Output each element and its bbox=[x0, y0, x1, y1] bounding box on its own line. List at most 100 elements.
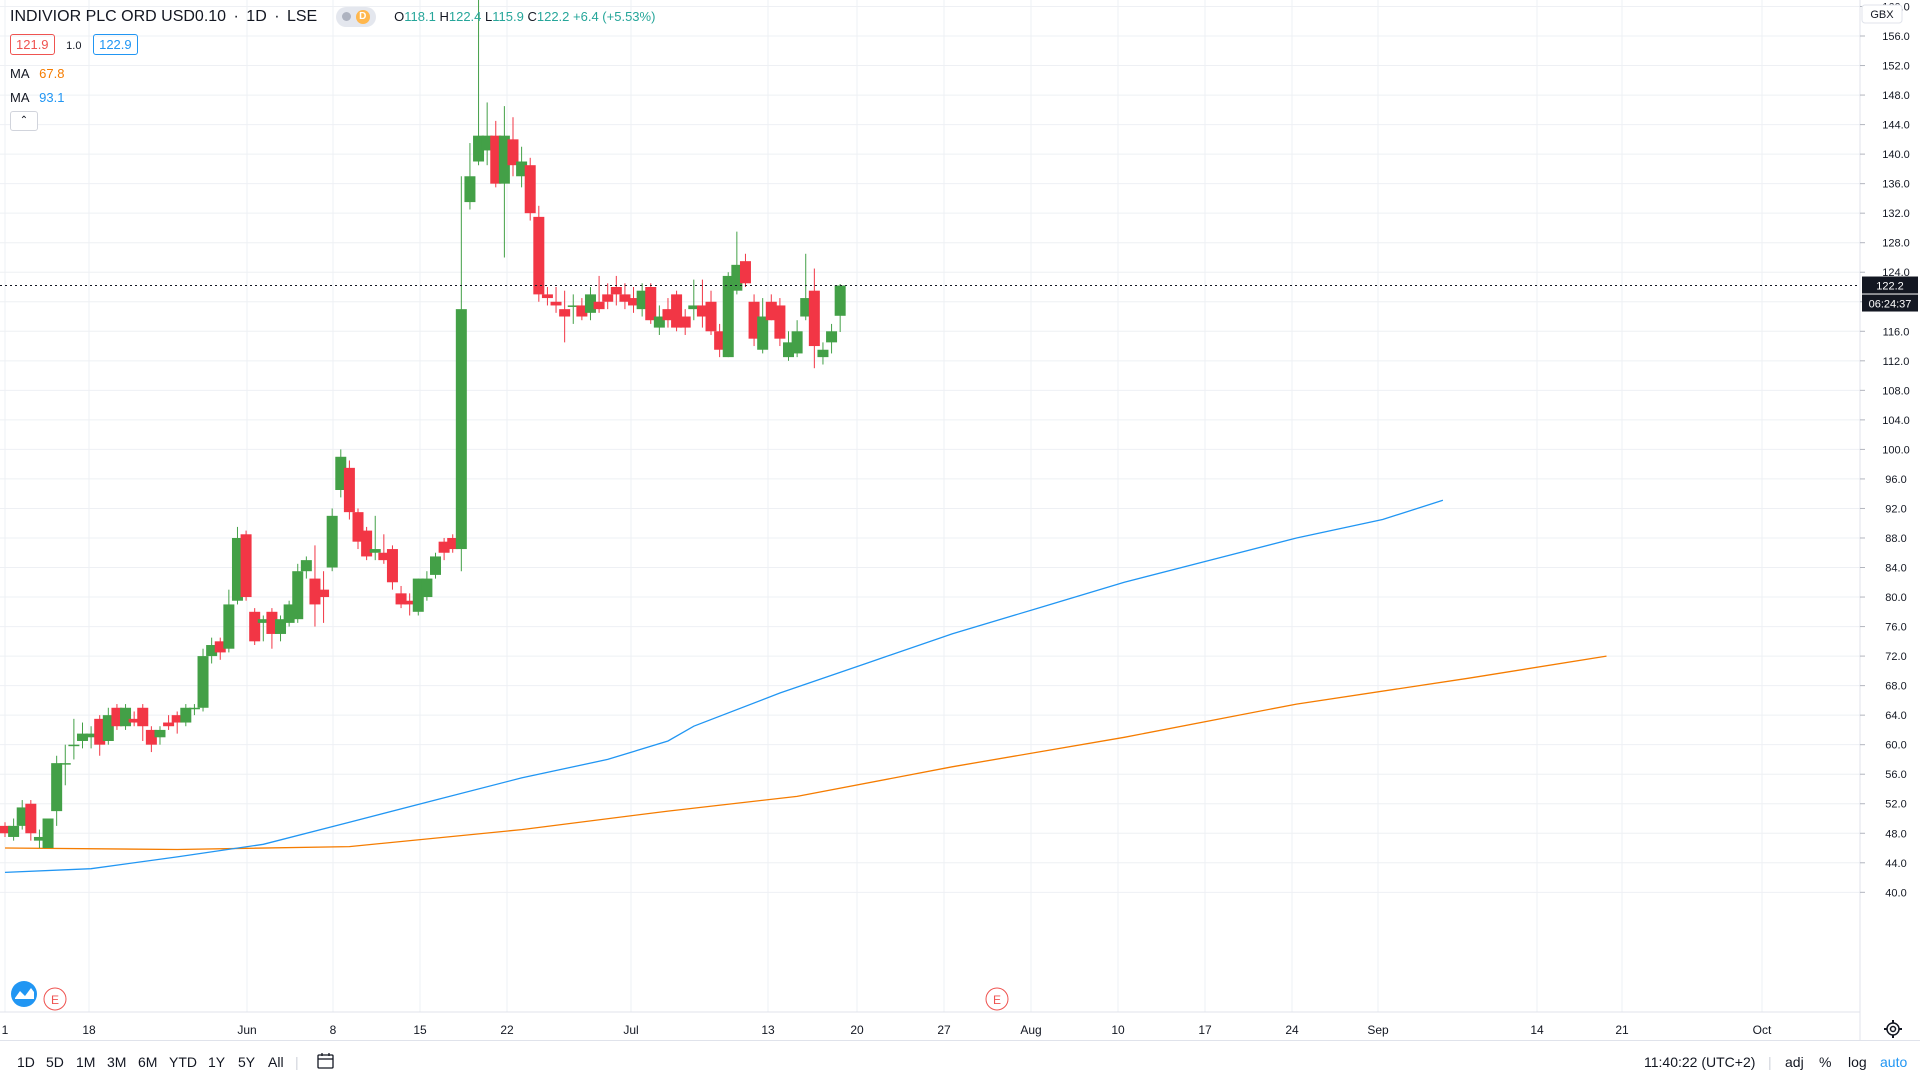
symbol-title[interactable]: INDIVIOR PLC ORD USD0.10 bbox=[10, 8, 227, 26]
auto-scale-toggle[interactable]: auto bbox=[1880, 1054, 1908, 1070]
ma-label: MA bbox=[10, 66, 30, 81]
candle bbox=[94, 715, 106, 756]
price-tick-label: 124.0 bbox=[1882, 267, 1910, 279]
candle-body bbox=[834, 285, 846, 316]
candle bbox=[567, 294, 579, 324]
candle bbox=[300, 556, 312, 579]
range-ytd-button[interactable]: YTD bbox=[169, 1054, 197, 1070]
price-tick-label: 48.0 bbox=[1885, 828, 1906, 840]
candle-body bbox=[748, 301, 760, 339]
candle bbox=[696, 279, 708, 328]
time-tick-label: 18 bbox=[82, 1023, 96, 1037]
candle bbox=[111, 704, 123, 730]
low-label: L bbox=[485, 9, 493, 25]
chart-settings-gear-icon[interactable] bbox=[1884, 1020, 1902, 1038]
range-1y-button[interactable]: 1Y bbox=[208, 1054, 226, 1070]
range-5y-button[interactable]: 5Y bbox=[238, 1054, 256, 1070]
candle-body bbox=[94, 718, 106, 745]
market-status-pill[interactable]: D bbox=[335, 7, 376, 27]
time-tick-label: 13 bbox=[761, 1023, 775, 1037]
collapse-legend-button[interactable]: ⌃ bbox=[10, 111, 38, 131]
price-tick-label: 128.0 bbox=[1882, 238, 1910, 250]
candle bbox=[240, 530, 252, 601]
candle bbox=[447, 534, 459, 553]
candle bbox=[628, 286, 640, 313]
candle-body bbox=[783, 342, 795, 358]
candle bbox=[490, 120, 502, 188]
candle-body bbox=[507, 139, 519, 166]
goto-date-calendar-icon[interactable] bbox=[316, 1052, 336, 1070]
candle-body bbox=[679, 316, 691, 328]
price-tick-label: 100.0 bbox=[1882, 444, 1910, 456]
interval-label[interactable]: 1D bbox=[246, 8, 267, 26]
candle bbox=[120, 704, 132, 730]
candle-body bbox=[326, 515, 338, 568]
price-tick-label: 156.0 bbox=[1882, 31, 1910, 43]
bar-countdown: 06:24:37 bbox=[1869, 299, 1912, 311]
price-tick-label: 76.0 bbox=[1885, 622, 1906, 634]
time-tick-label: 22 bbox=[500, 1023, 514, 1037]
log-scale-toggle[interactable]: log bbox=[1848, 1054, 1867, 1070]
percent-scale-toggle[interactable]: % bbox=[1819, 1054, 1832, 1070]
time-tick-label: 14 bbox=[1530, 1023, 1544, 1037]
candle-body bbox=[240, 534, 252, 598]
candle-body bbox=[318, 589, 330, 598]
price-tick-label: 136.0 bbox=[1882, 179, 1910, 191]
candle bbox=[369, 515, 381, 561]
candle bbox=[154, 726, 166, 745]
sell-price-button[interactable]: 121.9 bbox=[10, 34, 55, 55]
candle bbox=[275, 615, 287, 642]
candle-body bbox=[343, 467, 355, 513]
candle-body bbox=[662, 309, 674, 321]
candle bbox=[679, 309, 691, 335]
ma-fast-legend[interactable]: MA 93.1 bbox=[10, 90, 64, 105]
candle bbox=[361, 526, 373, 561]
range-6m-button[interactable]: 6M bbox=[138, 1054, 158, 1070]
candle bbox=[76, 722, 88, 749]
time-tick-label: 8 bbox=[330, 1023, 337, 1037]
price-tick-label: 40.0 bbox=[1885, 887, 1906, 899]
price-tick-label: 84.0 bbox=[1885, 563, 1906, 575]
range-all-button[interactable]: All bbox=[268, 1054, 284, 1070]
chevron-up-icon: ⌃ bbox=[19, 115, 29, 126]
ma-slow-legend[interactable]: MA 67.8 bbox=[10, 66, 64, 81]
earnings-marker-2[interactable]: E bbox=[985, 987, 1009, 1011]
earnings-marker-1[interactable]: E bbox=[43, 987, 67, 1011]
range-3m-button[interactable]: 3M bbox=[107, 1054, 127, 1070]
candle-body bbox=[0, 825, 11, 834]
candle-body bbox=[808, 290, 820, 347]
time-tick-label: 15 bbox=[413, 1023, 427, 1037]
price-chart[interactable]: 40.0 44.0 48.0 52.0 56.0 60.0 64.0 68.0 72.0 76.0… bbox=[0, 0, 1920, 1040]
tradingview-logo-icon[interactable] bbox=[11, 981, 37, 1007]
chart-grid bbox=[0, 0, 1860, 1012]
timezone-clock[interactable]: 11:40:22 (UTC+2) bbox=[1644, 1054, 1756, 1070]
range-1m-button[interactable]: 1M bbox=[76, 1054, 96, 1070]
candle bbox=[576, 298, 588, 321]
candle-body bbox=[696, 305, 708, 317]
buy-price-button[interactable]: 122.9 bbox=[93, 34, 138, 55]
price-axis-bg bbox=[1860, 0, 1920, 1040]
candle bbox=[42, 818, 54, 849]
candle bbox=[8, 818, 20, 841]
toolbar-divider: | bbox=[295, 1054, 299, 1070]
adjust-dividends-toggle[interactable]: adj bbox=[1785, 1054, 1804, 1070]
candle-body bbox=[223, 604, 235, 649]
candle bbox=[231, 526, 243, 605]
candle bbox=[102, 707, 114, 745]
candle-body bbox=[817, 349, 829, 358]
price-tick-label: 80.0 bbox=[1885, 592, 1906, 604]
legend-separator: · bbox=[233, 8, 239, 26]
candle-body bbox=[610, 286, 622, 295]
price-tick-label: 88.0 bbox=[1885, 533, 1906, 545]
price-tick-label: 96.0 bbox=[1885, 474, 1906, 486]
status-dot-icon bbox=[341, 12, 351, 21]
candle-body bbox=[137, 707, 149, 727]
range-5d-button[interactable]: 5D bbox=[46, 1054, 64, 1070]
candle-body bbox=[800, 298, 812, 317]
candle bbox=[688, 279, 700, 321]
candle-body bbox=[645, 286, 657, 321]
range-1d-button[interactable]: 1D bbox=[17, 1054, 35, 1070]
candle-body bbox=[774, 305, 786, 339]
candle bbox=[249, 608, 261, 646]
candle-body bbox=[481, 135, 493, 151]
